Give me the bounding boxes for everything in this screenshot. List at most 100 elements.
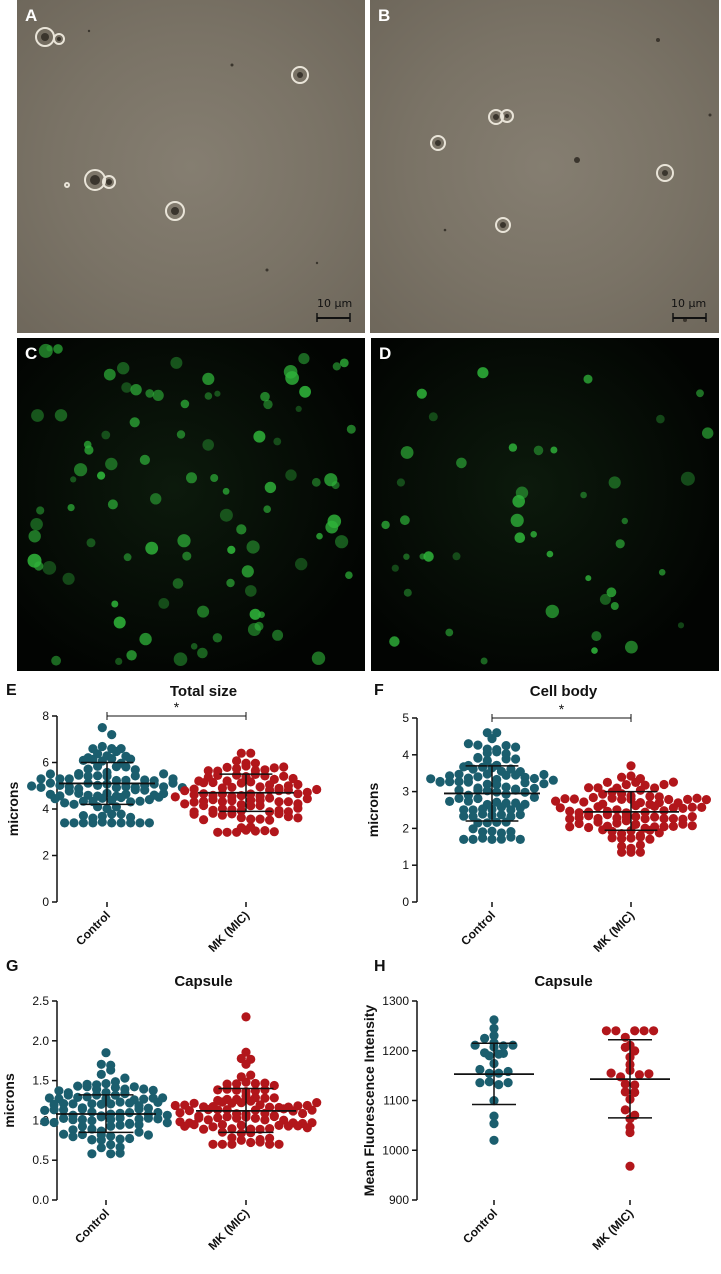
micrograph-panel-b: B 10 µm [370, 0, 719, 333]
data-point [668, 821, 678, 831]
chart-title: Total size [170, 683, 237, 700]
data-point [189, 790, 199, 800]
data-point [255, 814, 265, 824]
data-point [529, 773, 539, 784]
data-point [454, 793, 464, 803]
fluorescent-cell [145, 389, 154, 398]
data-point [96, 1069, 106, 1079]
data-point [260, 1115, 270, 1125]
y-tick-label: 1 [402, 858, 409, 872]
data-point [236, 1128, 246, 1138]
data-point [222, 762, 232, 772]
data-point [126, 818, 136, 828]
data-point [265, 815, 275, 825]
data-point [241, 1059, 251, 1069]
fluorescent-cell [419, 553, 426, 560]
data-point [494, 1080, 504, 1090]
data-point [125, 1108, 135, 1118]
data-point [475, 1064, 485, 1075]
data-point [697, 802, 707, 812]
data-point [217, 797, 227, 807]
fluorescent-cell [197, 605, 210, 618]
data-point [199, 800, 209, 811]
data-point [77, 1114, 87, 1125]
data-point [27, 781, 37, 791]
data-point [265, 1124, 275, 1134]
data-point [208, 1139, 218, 1149]
data-point [77, 1129, 87, 1140]
data-point [134, 1104, 144, 1114]
fluorescent-cell [249, 608, 261, 620]
data-point [482, 818, 492, 828]
data-point [49, 1105, 59, 1115]
data-point [482, 779, 492, 789]
fluorescent-cell [62, 572, 75, 585]
data-point [279, 762, 289, 772]
fluorescent-cell [546, 550, 554, 558]
fluorescent-cell [226, 578, 235, 588]
fluorescent-cell [403, 553, 410, 560]
data-point [565, 806, 575, 816]
fluorescent-cell [514, 532, 526, 543]
y-axis-label: microns [5, 782, 21, 837]
data-point [687, 802, 697, 812]
data-point [473, 785, 483, 795]
data-point [115, 1113, 125, 1123]
data-point [236, 800, 246, 810]
data-point [130, 785, 140, 795]
data-point [246, 777, 256, 787]
data-point [692, 793, 702, 803]
data-point [232, 1085, 242, 1095]
data-point [293, 789, 303, 799]
data-point [241, 825, 251, 835]
data-point [77, 1104, 87, 1114]
data-point [111, 746, 121, 757]
data-point [584, 811, 594, 821]
data-point [631, 777, 641, 787]
data-point [217, 1120, 227, 1130]
data-point [78, 796, 88, 806]
data-point [489, 1023, 499, 1033]
data-point [106, 1149, 116, 1159]
data-point [87, 1099, 97, 1109]
fluorescent-cell [591, 647, 598, 654]
data-point [162, 1118, 172, 1128]
data-point [454, 769, 464, 779]
data-point [645, 834, 655, 844]
data-point [232, 827, 242, 837]
y-tick-label: 8 [42, 709, 49, 723]
data-point [621, 816, 631, 826]
data-point [584, 783, 594, 793]
data-point [55, 774, 65, 784]
data-point [701, 795, 711, 805]
data-point [501, 754, 511, 764]
data-point [77, 1121, 87, 1131]
data-point [255, 800, 265, 811]
data-point [126, 754, 136, 764]
data-point [635, 785, 645, 795]
data-point [148, 1085, 158, 1095]
data-point [626, 771, 636, 781]
data-point [468, 824, 478, 834]
data-point [232, 1079, 242, 1089]
data-point [144, 795, 154, 805]
fluorescent-cell [111, 600, 119, 608]
data-point [139, 1084, 149, 1094]
data-point [312, 784, 322, 795]
data-point [93, 780, 103, 790]
data-point [482, 755, 492, 766]
data-point [199, 778, 209, 788]
data-point [227, 1098, 237, 1108]
fluorescent-cell [264, 481, 277, 494]
data-point [511, 754, 521, 764]
data-point [640, 814, 650, 824]
x-tick-label: Control [458, 908, 498, 948]
data-point [269, 1111, 279, 1122]
data-point [107, 795, 117, 805]
y-tick-label: 0 [42, 895, 49, 909]
data-point [659, 814, 669, 824]
data-point [494, 1068, 504, 1078]
fluorescent-cell [222, 487, 230, 495]
data-point [473, 793, 483, 804]
data-point [529, 783, 539, 793]
